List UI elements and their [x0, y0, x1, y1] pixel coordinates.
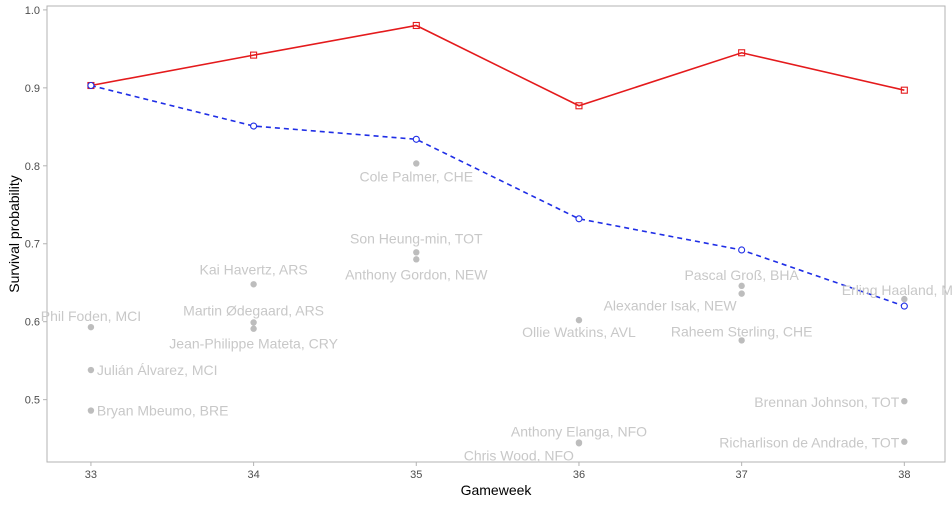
- player-labels: Phil Foden, MCI Julián Álvarez, MCI Bryan …: [41, 168, 952, 463]
- player-point: [901, 398, 908, 405]
- player-point: [738, 337, 745, 344]
- player-label: Son Heung-min, TOT: [350, 230, 483, 246]
- player-label: Richarlison de Andrade, TOT: [719, 435, 899, 451]
- player-label: Martin Ødegaard, ARS: [183, 302, 324, 318]
- series-marker: [900, 86, 908, 94]
- player-label: Anthony Gordon, NEW: [345, 266, 488, 282]
- player-point: [250, 325, 257, 332]
- player-point: [87, 323, 95, 331]
- y-tick-label: 1.0: [25, 5, 40, 17]
- player-point: [413, 249, 420, 256]
- series-line-2: [90, 84, 905, 307]
- player-point: [413, 160, 420, 167]
- player-label: Julián Álvarez, MCI: [97, 362, 218, 378]
- player-label: Bryan Mbeumo, BRE: [97, 403, 229, 419]
- x-tick-label: 36: [573, 469, 585, 481]
- player-label: Alexander Isak, NEW: [604, 298, 738, 314]
- player-label: Kai Havertz, ARS: [200, 261, 308, 277]
- player-point: [901, 438, 908, 445]
- player-label: Chris Wood, NFO: [464, 447, 574, 463]
- y-tick-label: 0.5: [25, 395, 40, 407]
- series-marker: [575, 102, 583, 110]
- player-point: [738, 290, 745, 297]
- player-point: [575, 440, 583, 447]
- series-marker: [900, 302, 908, 310]
- series-marker: [575, 215, 583, 223]
- y-axis-title: Survival probability: [6, 175, 22, 293]
- player-label: Erling Haaland, MCI: [842, 282, 952, 298]
- player-label: Raheem Sterling, CHE: [671, 323, 813, 339]
- series-lines: [87, 21, 908, 310]
- player-label: Pascal Groß, BHA: [684, 267, 799, 283]
- player-point: [738, 282, 745, 290]
- y-tick-label: 0.6: [25, 317, 40, 329]
- series-marker: [87, 81, 95, 90]
- series-marker: [412, 135, 420, 143]
- y-tick-label: 0.9: [25, 83, 40, 95]
- series-marker: [412, 21, 420, 30]
- y-tick-label: 0.8: [25, 161, 40, 173]
- player-label: Brennan Johnson, TOT: [754, 394, 899, 410]
- x-tick-label: 34: [247, 469, 259, 481]
- x-tick-label: 38: [898, 469, 910, 481]
- x-tick-label: 35: [410, 469, 422, 481]
- y-tick-label: 0.7: [25, 239, 40, 251]
- axes: 33 34 35 36 37 38 0.5 0.6 0.7 0.8 0.9 1.0: [25, 5, 911, 481]
- player-point: [901, 295, 908, 303]
- player-point: [250, 319, 257, 326]
- player-label: Ollie Watkins, AVL: [522, 324, 636, 340]
- player-points: [87, 160, 908, 447]
- series-marker: [250, 122, 258, 130]
- x-axis-title: Gameweek: [461, 482, 533, 498]
- player-point: [413, 256, 420, 263]
- player-point: [575, 316, 583, 324]
- player-point: [87, 366, 95, 374]
- player-label: Jean-Philippe Mateta, CRY: [169, 336, 338, 352]
- player-label: Phil Foden, MCI: [41, 308, 141, 324]
- player-label: Cole Palmer, CHE: [359, 168, 473, 184]
- series-line-1: [90, 24, 905, 107]
- x-tick-label: 37: [736, 469, 748, 481]
- series-marker: [738, 49, 746, 57]
- player-label: Anthony Elanga, NFO: [511, 424, 647, 440]
- plot-panel: [46, 5, 946, 463]
- x-tick-label: 33: [85, 469, 97, 481]
- player-point: [250, 281, 257, 288]
- series-marker: [738, 246, 746, 254]
- player-point: [87, 407, 95, 414]
- series-marker: [250, 51, 258, 59]
